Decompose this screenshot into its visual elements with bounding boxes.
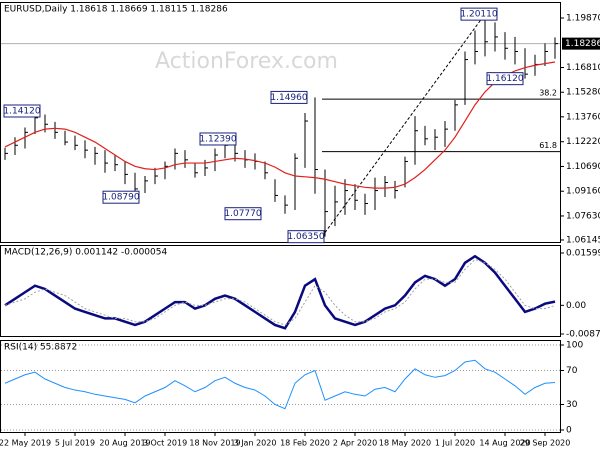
trend-line: [321, 13, 486, 237]
y-tick-label: 1.13760: [566, 112, 600, 122]
y-tick-label: 30: [566, 400, 578, 410]
panel-title: RSI(14) 55.8872: [4, 343, 77, 353]
price-annotation-box: [3, 104, 41, 118]
price-annotation: 1.08790: [102, 193, 139, 203]
y-tick-label: 0: [566, 426, 572, 436]
price-annotation: 1.14960: [270, 93, 307, 103]
y-tick-label: 1.09160: [566, 187, 600, 197]
last-price-box: [562, 37, 600, 50]
price-annotation: 1.16120: [486, 74, 523, 84]
price-annotation-box: [270, 90, 308, 104]
fib-label: 38.2: [539, 89, 557, 98]
x-tick-label: 14 Aug 2020: [479, 439, 530, 448]
indicator-line: [4, 359, 556, 410]
x-tick-label: 18 May 2020: [379, 439, 431, 448]
y-tick-label: 70: [566, 366, 578, 376]
x-tick-label: 22 May 2019: [0, 439, 51, 448]
y-tick-label: 0.015991: [566, 249, 600, 259]
price-annotation-box: [287, 230, 325, 244]
panel-frame: [0, 245, 561, 337]
price-annotation: 1.20110: [460, 10, 497, 20]
x-tick-label: 5 Jul 2019: [55, 439, 95, 448]
y-tick-label: -0.00876: [566, 330, 600, 340]
price-annotation: 1.12390: [199, 134, 236, 144]
x-tick-label: 20 Aug 2019: [99, 439, 150, 448]
x-tick-label: 1 Jul 2020: [435, 439, 475, 448]
price-annotation-box: [460, 7, 498, 21]
x-tick-label: 3 Jan 2020: [234, 439, 277, 448]
y-tick-label: 1.19870: [566, 14, 600, 24]
price-annotation-box: [224, 207, 262, 221]
x-tick-label: 29 Sep 2020: [520, 439, 571, 448]
y-tick-label: 1.10690: [566, 162, 600, 172]
price-annotation-box: [199, 132, 237, 146]
watermark: ActionForex.com: [155, 49, 338, 74]
x-tick-label: 3 Oct 2019: [143, 439, 187, 448]
y-tick-label: 0.00: [566, 301, 586, 311]
x-tick-label: 18 Feb 2020: [280, 439, 330, 448]
y-tick-label: 1.12220: [566, 137, 600, 147]
panel-frame: [0, 2, 561, 243]
price-annotation-box: [102, 190, 140, 204]
last-price-label: 1.18286: [565, 39, 600, 49]
panel-title: MACD(12,26,9) 0.001142 -0.000054: [4, 248, 167, 258]
price-annotation: 1.06350: [287, 232, 324, 242]
panel-title: EURUSD,Daily 1.18618 1.18669 1.18115 1.1…: [4, 5, 228, 15]
panel-frame: [0, 340, 561, 433]
y-tick-label: 1.15280: [566, 88, 600, 98]
price-annotation: 1.07770: [224, 209, 261, 219]
y-tick-label: 1.06145: [566, 235, 600, 245]
price-annotation: 1.14120: [3, 107, 40, 117]
x-tick-label: 2 Apr 2020: [333, 439, 377, 448]
indicator-line: [4, 258, 556, 326]
y-tick-label: 1.07630: [566, 211, 600, 221]
moving-average: [4, 61, 556, 189]
x-tick-label: 18 Nov 2019: [189, 439, 240, 448]
y-tick-label: 100: [566, 341, 583, 351]
y-tick-label: 1.16810: [566, 63, 600, 73]
fib-label: 61.8: [539, 141, 557, 150]
indicator-line: [4, 254, 556, 330]
price-annotation-box: [486, 72, 524, 86]
